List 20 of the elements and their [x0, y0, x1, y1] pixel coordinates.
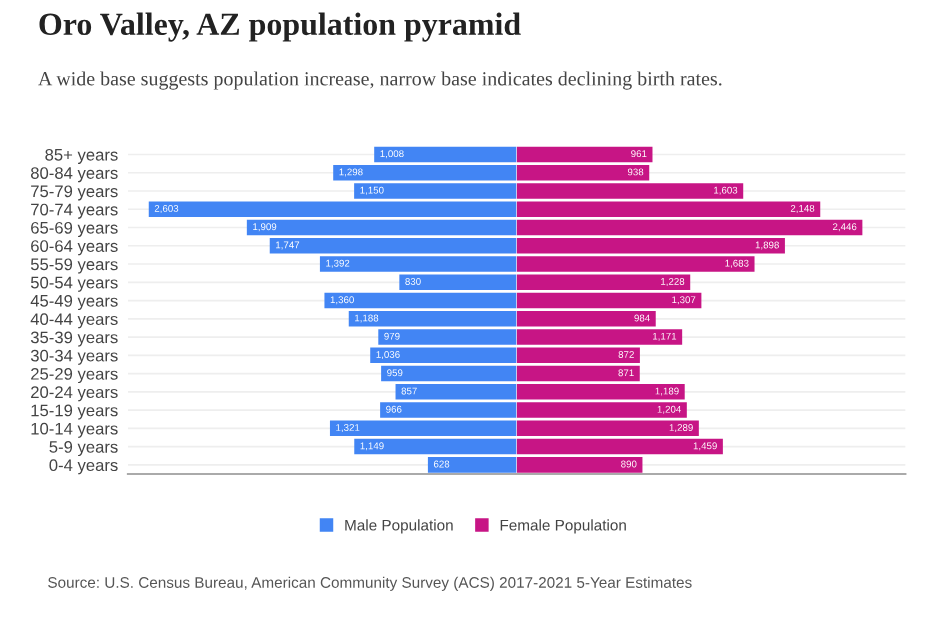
y-tick-label: 25-29 years	[31, 367, 118, 384]
y-tick-label: 55-59 years	[30, 258, 118, 274]
y-tick-label: 60-64 years	[31, 240, 118, 256]
y-tick-label: 10-14 years	[31, 422, 118, 438]
chart-title: Oro Valley, AZ population pyramid	[39, 12, 521, 42]
chart-subtitle: A wide base suggests population increase, narrow base indicates declining birth rates.	[38, 71, 722, 90]
y-tick-label: 20-24 years	[31, 386, 118, 402]
y-tick-label: 30-34 years	[30, 349, 118, 365]
y-tick-label: 75-79 years	[31, 185, 118, 201]
y-tick-label: 0-4 years	[49, 459, 118, 475]
y-tick-label: 85+ years	[45, 148, 118, 164]
y-tick-label: 45-49 years	[30, 294, 118, 311]
y-tick-label: 5-9 years	[49, 441, 118, 457]
y-tick-label: 65-69 years	[31, 221, 118, 238]
y-tick-label: 80-84 years	[30, 167, 118, 183]
y-tick-label: 70-74 years	[31, 203, 118, 219]
y-tick-label: 50-54 years	[30, 276, 118, 292]
y-tick-label: 15-19 years	[31, 404, 118, 420]
y-tick-label: 40-44 years	[30, 313, 118, 329]
y-tick-label: 35-39 years	[30, 331, 118, 347]
